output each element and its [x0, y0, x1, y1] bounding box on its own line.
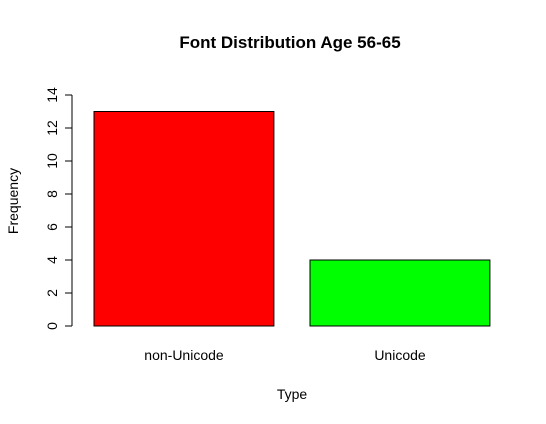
- y-tick-label: 4: [44, 256, 60, 264]
- bars: [93, 111, 491, 327]
- y-tick-label: 2: [44, 289, 60, 297]
- y-tick-label: 6: [44, 223, 60, 231]
- x-tick-labels: non-Unicode Unicode: [144, 347, 426, 363]
- y-axis-label: Frequency: [5, 168, 21, 234]
- x-tick-label: Unicode: [374, 347, 426, 363]
- y-tick-label: 10: [44, 153, 60, 169]
- y-tick-label: 12: [44, 120, 60, 136]
- x-axis-label: Type: [277, 386, 308, 402]
- x-tick-label: non-Unicode: [144, 347, 224, 363]
- y-tick-label: 0: [44, 322, 60, 330]
- y-tick-label: 14: [44, 87, 60, 103]
- y-tick-label: 8: [44, 190, 60, 198]
- bar-non-unicode: [93, 111, 275, 327]
- bar-unicode: [309, 259, 491, 327]
- y-axis: 0 2 4 6 8 10 12 14: [44, 87, 73, 330]
- chart-title: Font Distribution Age 56-65: [179, 33, 400, 52]
